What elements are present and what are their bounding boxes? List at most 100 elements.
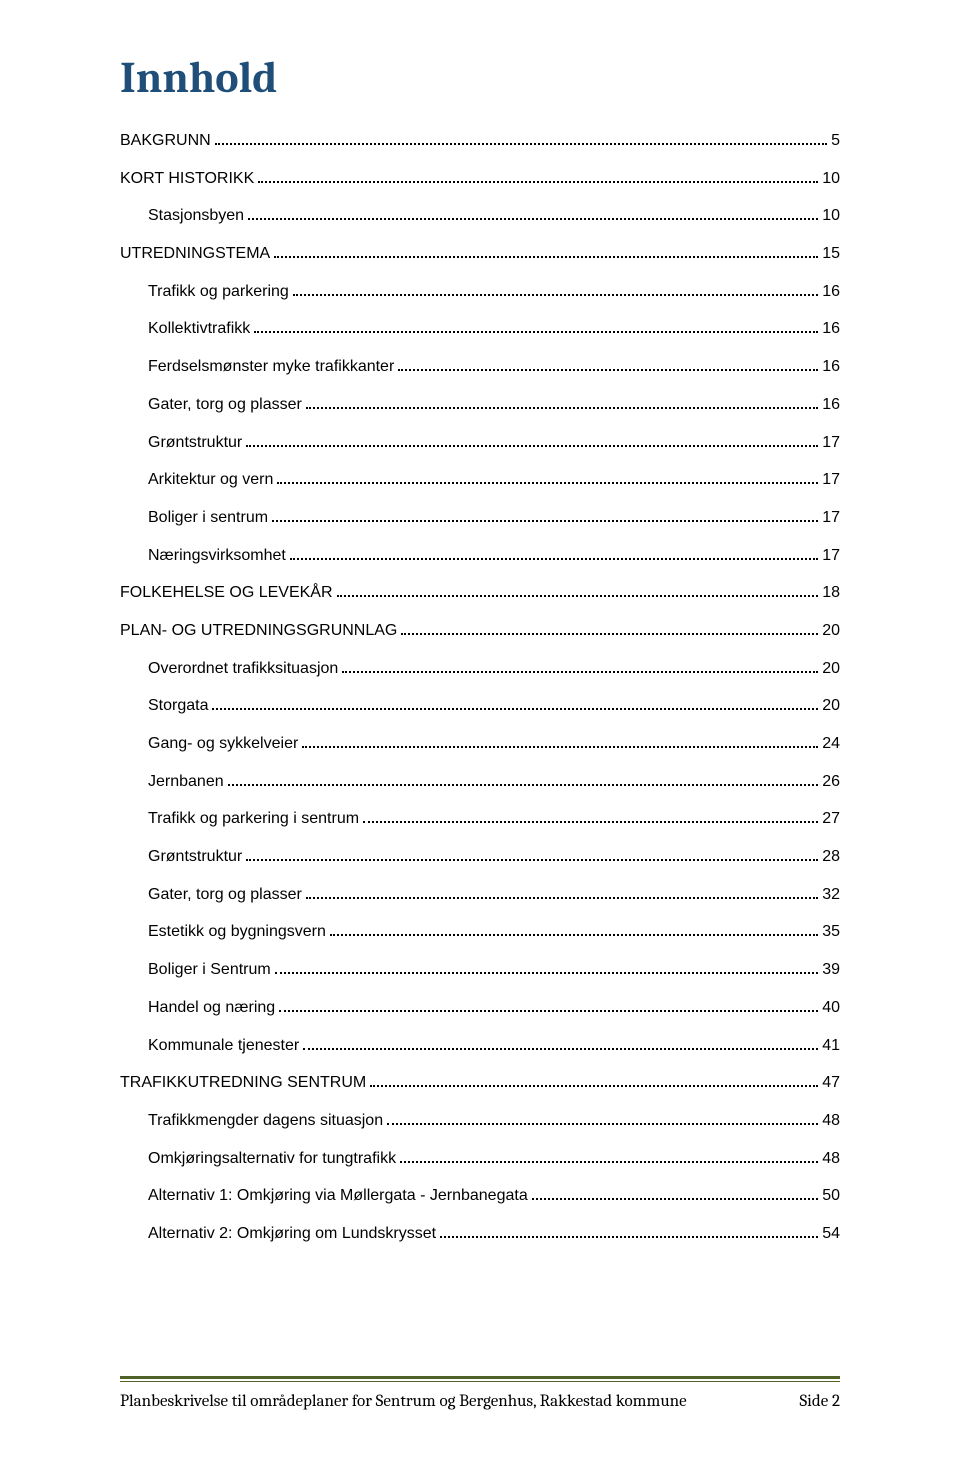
document-page: Innhold BAKGRUNN 5KORT HISTORIKK 10Stasj… [0,0,960,1463]
toc-leader [532,1198,818,1200]
toc-label: Gang- og sykkelveier [120,734,298,753]
toc-row[interactable]: Ferdselsmønster myke trafikkanter 16 [120,357,840,376]
toc-leader [246,445,818,447]
toc-page-number: 20 [822,621,840,640]
toc-page-number: 17 [822,546,840,565]
toc-row[interactable]: Næringsvirksomhet 17 [120,546,840,565]
toc-row[interactable]: Kommunale tjenester 41 [120,1036,840,1055]
toc-leader [277,482,818,484]
toc-row[interactable]: Estetikk og bygningsvern 35 [120,922,840,941]
toc-row[interactable]: Omkjøringsalternativ for tungtrafikk 48 [120,1149,840,1168]
toc-page-number: 26 [822,772,840,791]
toc-leader [306,407,818,409]
toc-row[interactable]: Gang- og sykkelveier 24 [120,734,840,753]
toc-leader [254,331,818,333]
toc-row[interactable]: Arkitektur og vern 17 [120,470,840,489]
toc-page-number: 10 [822,169,840,188]
toc-leader [290,558,818,560]
toc-row[interactable]: BAKGRUNN 5 [120,131,840,150]
toc-row[interactable]: UTREDNINGSTEMA 15 [120,244,840,263]
toc-row[interactable]: FOLKEHELSE OG LEVEKÅR 18 [120,583,840,602]
toc-label: Kommunale tjenester [120,1036,299,1055]
toc-label: Grøntstruktur [120,847,242,866]
toc-row[interactable]: Kollektivtrafikk 16 [120,319,840,338]
toc-row[interactable]: Overordnet trafikksituasjon 20 [120,659,840,678]
toc-page-number: 48 [822,1149,840,1168]
toc-page-number: 32 [822,885,840,904]
toc-row[interactable]: Storgata 20 [120,696,840,715]
toc-row[interactable]: Grøntstruktur 28 [120,847,840,866]
toc-label: Kollektivtrafikk [120,319,250,338]
toc-label: Boliger i sentrum [120,508,268,527]
toc-leader [363,821,818,823]
toc-leader [215,143,827,145]
toc-page-number: 20 [822,659,840,678]
toc-leader [248,218,818,220]
toc-label: BAKGRUNN [120,131,211,150]
toc-label: KORT HISTORIKK [120,169,254,188]
toc-row[interactable]: Stasjonsbyen 10 [120,206,840,225]
toc-leader [400,1161,818,1163]
toc-label: Overordnet trafikksituasjon [120,659,338,678]
toc-label: Trafikkmengder dagens situasjon [120,1111,383,1130]
toc-page-number: 40 [822,998,840,1017]
toc-label: FOLKEHELSE OG LEVEKÅR [120,583,333,602]
toc-page-number: 35 [822,922,840,941]
toc-label: Boliger i Sentrum [120,960,271,979]
toc-row[interactable]: Trafikk og parkering 16 [120,282,840,301]
toc-row[interactable]: Gater, torg og plasser 16 [120,395,840,414]
toc-leader [440,1236,818,1238]
toc-row[interactable]: KORT HISTORIKK 10 [120,169,840,188]
toc-row[interactable]: Gater, torg og plasser 32 [120,885,840,904]
footer-rule-thin [120,1381,840,1382]
toc-label: Grøntstruktur [120,433,242,452]
toc-page-number: 54 [822,1224,840,1243]
toc-leader [275,972,818,974]
toc-label: Gater, torg og plasser [120,885,302,904]
toc-leader [293,294,818,296]
toc-row[interactable]: Alternativ 2: Omkjøring om Lundskrysset … [120,1224,840,1243]
footer-rule-thick [120,1376,840,1379]
toc-leader [212,708,818,710]
toc-row[interactable]: PLAN- OG UTREDNINGSGRUNNLAG 20 [120,621,840,640]
footer-right-text: Side 2 [799,1392,840,1411]
toc-row[interactable]: Trafikk og parkering i sentrum 27 [120,809,840,828]
toc-page-number: 24 [822,734,840,753]
toc-page-number: 27 [822,809,840,828]
toc-page-number: 10 [822,206,840,225]
toc-row[interactable]: TRAFIKKUTREDNING SENTRUM 47 [120,1073,840,1092]
toc-row[interactable]: Boliger i sentrum 17 [120,508,840,527]
toc-label: PLAN- OG UTREDNINGSGRUNNLAG [120,621,397,640]
toc-row[interactable]: Handel og næring 40 [120,998,840,1017]
toc-page-number: 16 [822,357,840,376]
toc-row[interactable]: Grøntstruktur 17 [120,433,840,452]
toc-page-number: 5 [831,131,840,150]
toc-row[interactable]: Jernbanen 26 [120,772,840,791]
toc-leader [387,1123,818,1125]
toc-leader [303,1048,818,1050]
toc-page-number: 50 [822,1186,840,1205]
toc-page-number: 16 [822,282,840,301]
toc-page-number: 28 [822,847,840,866]
toc-page-number: 47 [822,1073,840,1092]
toc-label: Næringsvirksomhet [120,546,286,565]
toc-label: Estetikk og bygningsvern [120,922,326,941]
toc-row[interactable]: Boliger i Sentrum 39 [120,960,840,979]
toc-label: Trafikk og parkering [120,282,289,301]
toc-label: Alternativ 2: Omkjøring om Lundskrysset [120,1224,436,1243]
toc-leader [258,181,818,183]
toc-row[interactable]: Trafikkmengder dagens situasjon 48 [120,1111,840,1130]
toc-page-number: 17 [822,433,840,452]
toc-page-number: 17 [822,470,840,489]
toc-label: Gater, torg og plasser [120,395,302,414]
toc-label: Handel og næring [120,998,275,1017]
toc-row[interactable]: Alternativ 1: Omkjøring via Møllergata -… [120,1186,840,1205]
toc-label: Omkjøringsalternativ for tungtrafikk [120,1149,396,1168]
toc-leader [330,934,818,936]
toc-leader [306,897,818,899]
toc-page-number: 18 [822,583,840,602]
toc-page-number: 39 [822,960,840,979]
toc-page-number: 15 [822,244,840,263]
toc-leader [370,1085,818,1087]
toc-leader [302,746,818,748]
